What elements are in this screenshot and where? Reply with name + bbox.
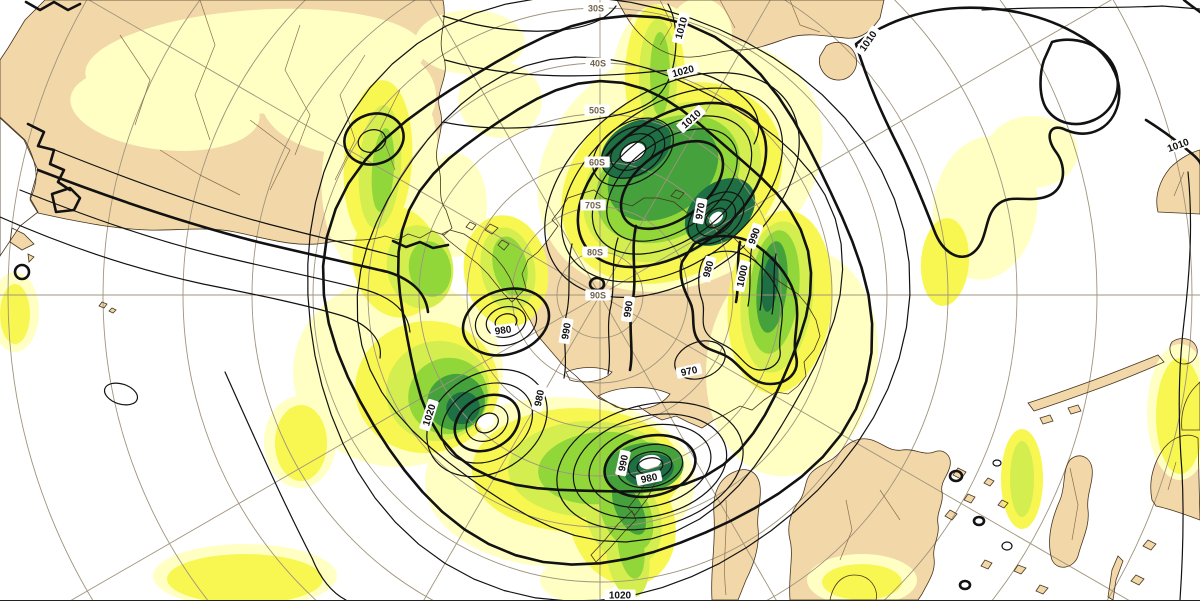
isobar-label-chip [419, 398, 439, 432]
isobar-label-chip [666, 61, 700, 81]
latitude-label: 80S [582, 246, 608, 258]
isobar-label-text: 990 [617, 453, 631, 472]
meridian-line [429, 0, 601, 296]
meridian-line [599, 294, 1130, 600]
latitude-label-text: 80S [587, 248, 603, 258]
meridian-line [88, 0, 601, 296]
isobar-label-text: 980 [701, 259, 716, 278]
isobar-label-text: 970 [694, 202, 708, 221]
latitude-label-text: 60S [589, 158, 605, 168]
latitude-label-chip [580, 199, 606, 211]
isobar-label-chip [699, 255, 717, 283]
isobar-label-chip [671, 11, 691, 45]
isobar-label-chip [531, 384, 547, 412]
latitude-label-chip [583, 2, 609, 14]
isobar-label-text: 970 [680, 365, 699, 379]
isobar-label: 980 [699, 255, 717, 283]
isobar-label-chip [744, 222, 764, 250]
latitude-label-chip [585, 57, 611, 69]
latitude-label-chip [582, 246, 608, 258]
country-borders [119, 0, 1185, 596]
latitude-label: 60S [584, 156, 610, 168]
isobar-label-chip [558, 317, 574, 345]
isobar-label-text: 1010 [1166, 137, 1191, 155]
latitude-label-text: 50S [589, 106, 605, 116]
isobar-label-chip [675, 363, 703, 379]
isobar-label: 980 [489, 322, 517, 338]
isobar-ring [356, 56, 844, 543]
meridian-line [70, 294, 601, 600]
isobar-label: 990 [615, 449, 631, 477]
latitude-label: 50S [584, 104, 610, 116]
latitude-label-chip [585, 289, 611, 301]
latitude-label-text: 90S [590, 291, 606, 301]
isobar-label-text: 980 [494, 324, 512, 337]
isobar-label-text: 1000 [735, 264, 750, 288]
isobar-label: 1020 [604, 589, 636, 601]
latitude-label: 30S [583, 2, 609, 14]
isobar-label-chip [489, 322, 517, 338]
isobar-label-chip [676, 105, 706, 133]
isobar-ring [396, 79, 813, 493]
meridian-line [599, 0, 771, 296]
isobar-label-chip [733, 259, 751, 293]
isobar-label: 970 [675, 363, 703, 379]
isobar-label: 980 [635, 470, 663, 486]
meridian-line [599, 0, 1112, 296]
isobar-label: 990 [558, 317, 574, 345]
isobar-label: 990 [620, 295, 636, 323]
isobar-label-text: 990 [560, 322, 574, 341]
latitude-label: 40S [585, 57, 611, 69]
meridian-line [599, 294, 777, 600]
isobar-label-text: 1020 [609, 591, 632, 601]
isobar-label-chip [615, 449, 631, 477]
latitude-label-text: 30S [588, 4, 604, 14]
isobar-label-chip [692, 197, 708, 225]
isobar-label-text: 980 [533, 388, 547, 407]
isobar-label-chip [855, 25, 881, 57]
isobar-ring [321, 14, 874, 566]
isobar-ring [307, 0, 911, 600]
isobar-label-text: 990 [622, 300, 635, 318]
isobar-label: 980 [531, 384, 547, 412]
isobar-label-chip [1161, 134, 1195, 156]
isobar-label: 1000 [733, 259, 751, 293]
isobar-label: 970 [692, 197, 708, 225]
latitude-label: 70S [580, 199, 606, 211]
latitude-label-chip [584, 104, 610, 116]
latitude-label-chip [584, 156, 610, 168]
isobar-label-chip [620, 295, 636, 323]
isobar-label-chip [604, 589, 636, 600]
latitude-labels: 30S 40S 50S 60S 70S 80S 90S [580, 2, 611, 301]
latitude-label-text: 70S [585, 201, 601, 211]
latitude-label: 90S [585, 289, 611, 301]
isobar-label-text: 980 [640, 472, 659, 486]
latitude-label-text: 40S [590, 59, 606, 69]
isobar-label-chip [635, 470, 663, 486]
